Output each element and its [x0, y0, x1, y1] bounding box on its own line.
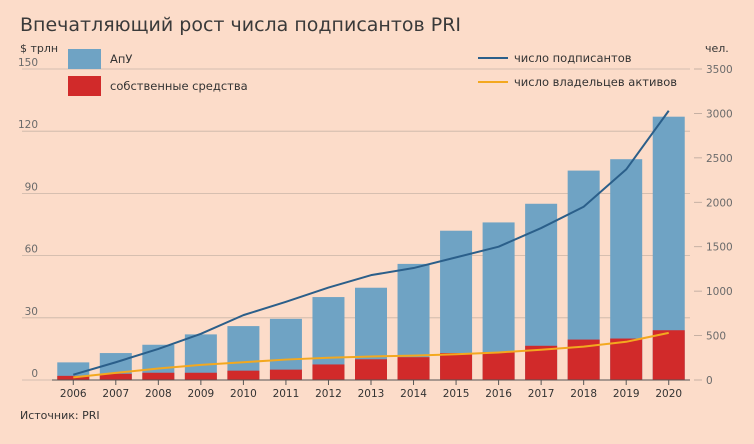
x-tick-label-2007: 2007 — [102, 388, 129, 400]
x-tick-label-2012: 2012 — [315, 388, 342, 400]
x-tick-label-2009: 2009 — [187, 388, 214, 400]
bar-own-2009 — [184, 372, 217, 380]
legend-left: АпУ собственные средства — [68, 49, 248, 96]
chart-title: Впечатляющий рост числа подписантов PRI — [20, 14, 462, 36]
x-axis-ticks: 2006 2007 2008 2009 2010 2011 2012 2013 2014 2015… — [52, 379, 690, 400]
right-tick-label-4: 2000 — [706, 197, 733, 209]
bar-own-2007 — [99, 373, 132, 380]
bar-own-2011 — [269, 369, 302, 380]
legend-swatch-aum — [68, 49, 101, 69]
x-tick-label-2016: 2016 — [485, 388, 512, 400]
left-tick-label-1: 30 — [25, 306, 38, 318]
right-tick-label-7: 3500 — [706, 64, 733, 76]
left-axis-ticks: 0 30 60 90 120 150 — [18, 57, 38, 380]
left-axis-unit: $ трлн — [20, 42, 58, 55]
line-signatories — [72, 110, 670, 376]
bar-own-2016 — [482, 352, 515, 380]
legend-right: число подписантов число владельцев актив… — [478, 51, 677, 89]
right-tick-label-5: 2500 — [706, 153, 733, 165]
left-tick-label-5: 150 — [18, 57, 38, 69]
bar-own-2015 — [440, 353, 473, 380]
legend-label-own: собственные средства — [110, 79, 248, 93]
x-tick-label-2017: 2017 — [528, 388, 555, 400]
legend-label-signatories: число подписантов — [514, 51, 632, 65]
bar-own-2010 — [227, 370, 260, 380]
x-tick-label-2013: 2013 — [358, 388, 385, 400]
x-tick-label-2020: 2020 — [655, 388, 682, 400]
right-axis-unit: чел. — [705, 42, 729, 55]
x-tick-label-2014: 2014 — [400, 388, 427, 400]
legend-label-aum: АпУ — [110, 52, 132, 66]
right-tick-label-0: 0 — [706, 375, 713, 387]
left-tick-label-3: 90 — [25, 181, 38, 193]
right-tick-label-3: 1500 — [706, 242, 733, 254]
bar-own-2014 — [397, 357, 430, 380]
bar-own-2013 — [355, 359, 387, 380]
line-asset-owners — [73, 331, 669, 379]
right-tick-label-2: 1000 — [706, 286, 733, 298]
bars — [57, 116, 685, 380]
x-tick-label-2019: 2019 — [613, 388, 640, 400]
series-lines — [72, 110, 670, 379]
source-note: Источник: PRI — [20, 409, 100, 422]
legend-swatch-own — [68, 76, 101, 96]
right-tick-label-1: 500 — [706, 331, 726, 343]
left-tick-label-0: 0 — [31, 368, 38, 380]
right-axis-ticks: 0 500 1000 1500 2000 2500 3000 3500 — [694, 64, 733, 387]
bar-aum-2009 — [184, 334, 217, 380]
bar-own-2017 — [525, 345, 558, 380]
left-tick-label-2: 60 — [25, 244, 38, 256]
left-tick-label-4: 120 — [18, 119, 38, 131]
x-tick-label-2010: 2010 — [230, 388, 257, 400]
right-tick-label-6: 3000 — [706, 108, 733, 120]
bar-own-2008 — [142, 372, 175, 380]
x-tick-label-2008: 2008 — [145, 388, 172, 400]
bar-own-2019 — [610, 338, 643, 380]
x-tick-label-2011: 2011 — [273, 388, 300, 400]
x-tick-label-2018: 2018 — [570, 388, 597, 400]
legend-label-owners: число владельцев активов — [514, 75, 677, 89]
x-tick-label-2006: 2006 — [60, 388, 87, 400]
bar-own-2006 — [57, 375, 90, 380]
bar-own-2012 — [312, 364, 345, 380]
x-tick-label-2015: 2015 — [443, 388, 470, 400]
bar-own-2020 — [652, 330, 685, 380]
